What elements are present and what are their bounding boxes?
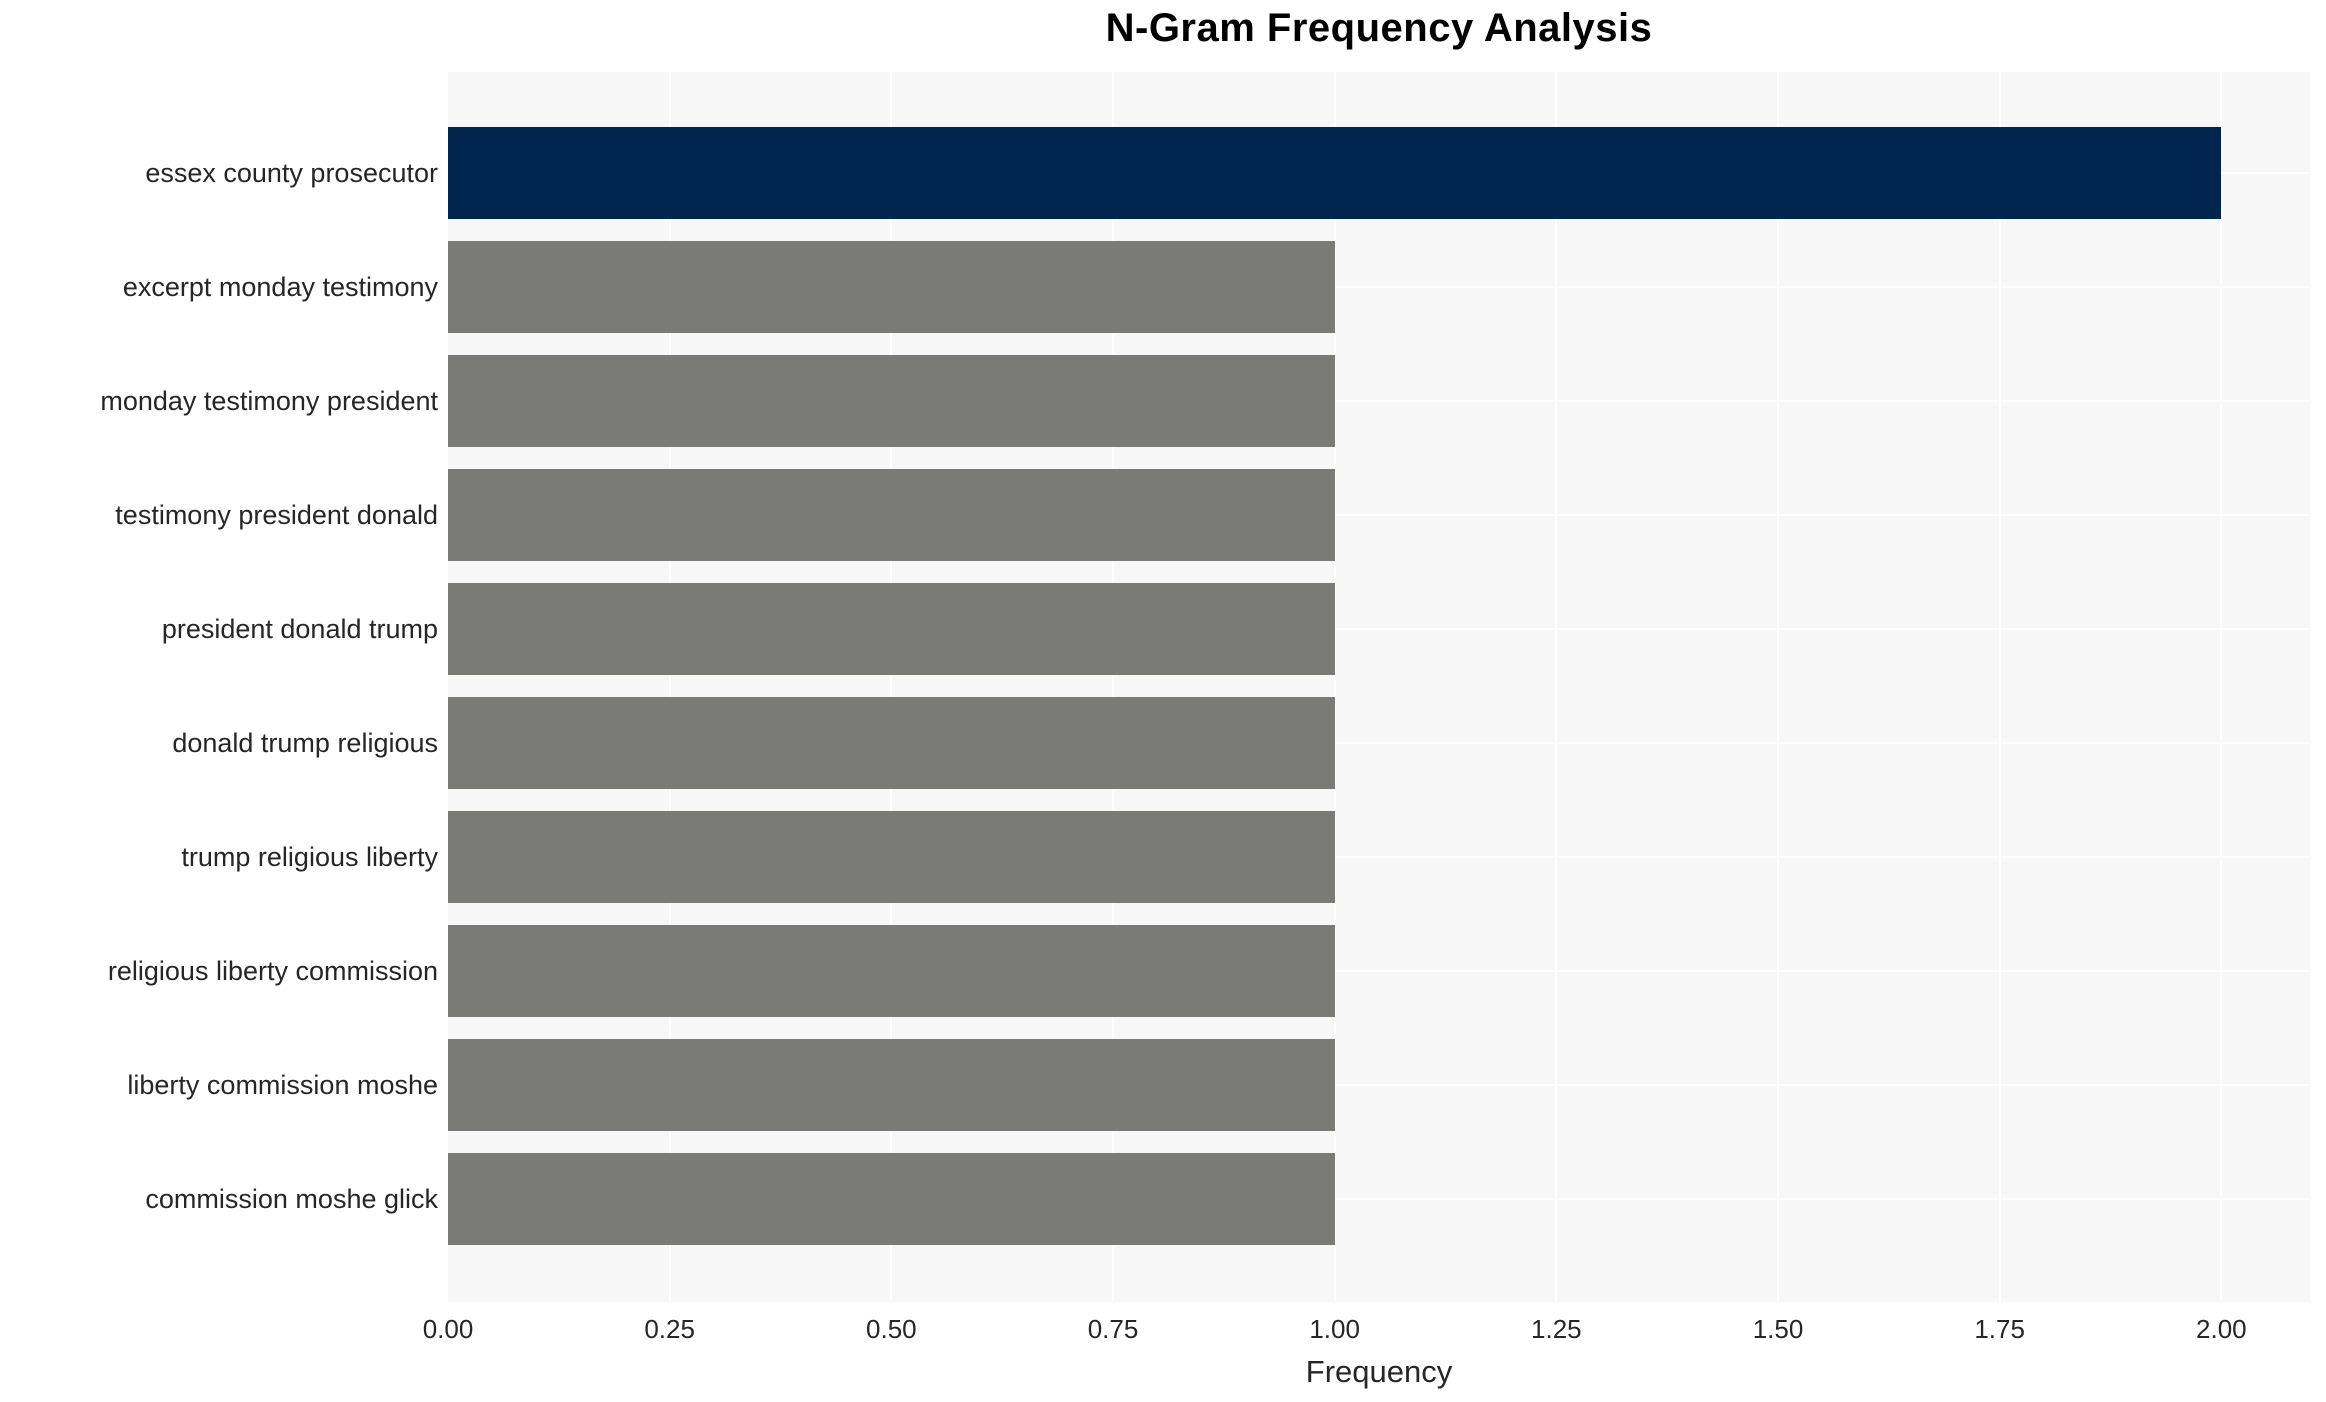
y-tick-label: liberty commission moshe	[127, 1070, 438, 1100]
y-tick-label: essex county prosecutor	[145, 158, 438, 188]
x-axis-ticks: 0.00 0.25 0.50 0.75 1.00 1.25 1.50 1.75 2.00	[423, 1314, 2310, 1354]
bar-liberty-commission-moshe	[448, 1039, 1335, 1131]
bar-monday-testimony-president	[448, 355, 1335, 447]
horizontal-gridline	[448, 286, 2310, 288]
bar-donald-trump-religious	[448, 697, 1335, 789]
y-axis-labels: essex county prosecutor excerpt monday te…	[0, 72, 448, 1302]
y-tick-label: trump religious liberty	[181, 842, 438, 872]
bar-religious-liberty-commission	[448, 925, 1335, 1017]
horizontal-gridline	[448, 856, 2310, 858]
y-tick-label: monday testimony president	[100, 386, 438, 416]
y-tick-label: commission moshe glick	[145, 1184, 438, 1214]
chart-title: N-Gram Frequency Analysis	[1105, 6, 1653, 50]
x-tick-label: 0.00	[422, 1314, 474, 1344]
horizontal-gridline	[448, 1198, 2310, 1200]
vertical-gridline	[890, 72, 893, 1302]
bar-president-donald-trump	[448, 583, 1335, 675]
bar-excerpt-monday-testimony	[448, 241, 1335, 333]
vertical-gridline	[2220, 72, 2223, 1302]
vertical-gridline	[668, 72, 671, 1302]
y-tick-label: religious liberty commission	[107, 956, 438, 986]
plot-area	[448, 72, 2310, 1302]
x-tick-label: 1.00	[1309, 1314, 1360, 1344]
y-tick-label: donald trump religious	[172, 728, 438, 758]
vertical-gridline	[1112, 72, 1114, 1302]
y-tick-label: testimony president donald	[115, 500, 438, 530]
x-tick-label: 0.50	[866, 1314, 917, 1344]
vertical-gridline	[1333, 72, 1336, 1302]
vertical-gridline	[1555, 72, 1558, 1302]
x-tick-label: 1.75	[1974, 1314, 2025, 1344]
bar-trump-religious-liberty	[448, 811, 1335, 903]
x-tick-label: 2.00	[2196, 1314, 2247, 1344]
bar-commission-moshe-glick	[448, 1153, 1335, 1245]
x-axis-label: Frequency	[1305, 1354, 1453, 1389]
x-tick-label: 1.25	[1531, 1314, 1582, 1344]
bar-essex-county-prosecutor	[448, 127, 2222, 219]
horizontal-gridline	[448, 400, 2310, 402]
horizontal-gridline	[448, 742, 2310, 744]
horizontal-gridline	[448, 970, 2310, 972]
y-tick-label: excerpt monday testimony	[122, 272, 438, 302]
x-tick-label: 0.75	[1087, 1314, 1139, 1344]
horizontal-gridline	[448, 1084, 2310, 1086]
horizontal-gridline	[448, 514, 2310, 516]
y-tick-label: president donald trump	[161, 614, 438, 644]
bar-testimony-president-donald	[448, 469, 1335, 561]
x-tick-label: 1.50	[1752, 1314, 1804, 1344]
vertical-gridline	[1998, 72, 2001, 1302]
x-tick-label: 0.25	[644, 1314, 695, 1344]
vertical-gridline	[1777, 72, 1779, 1302]
horizontal-gridline	[448, 628, 2310, 630]
